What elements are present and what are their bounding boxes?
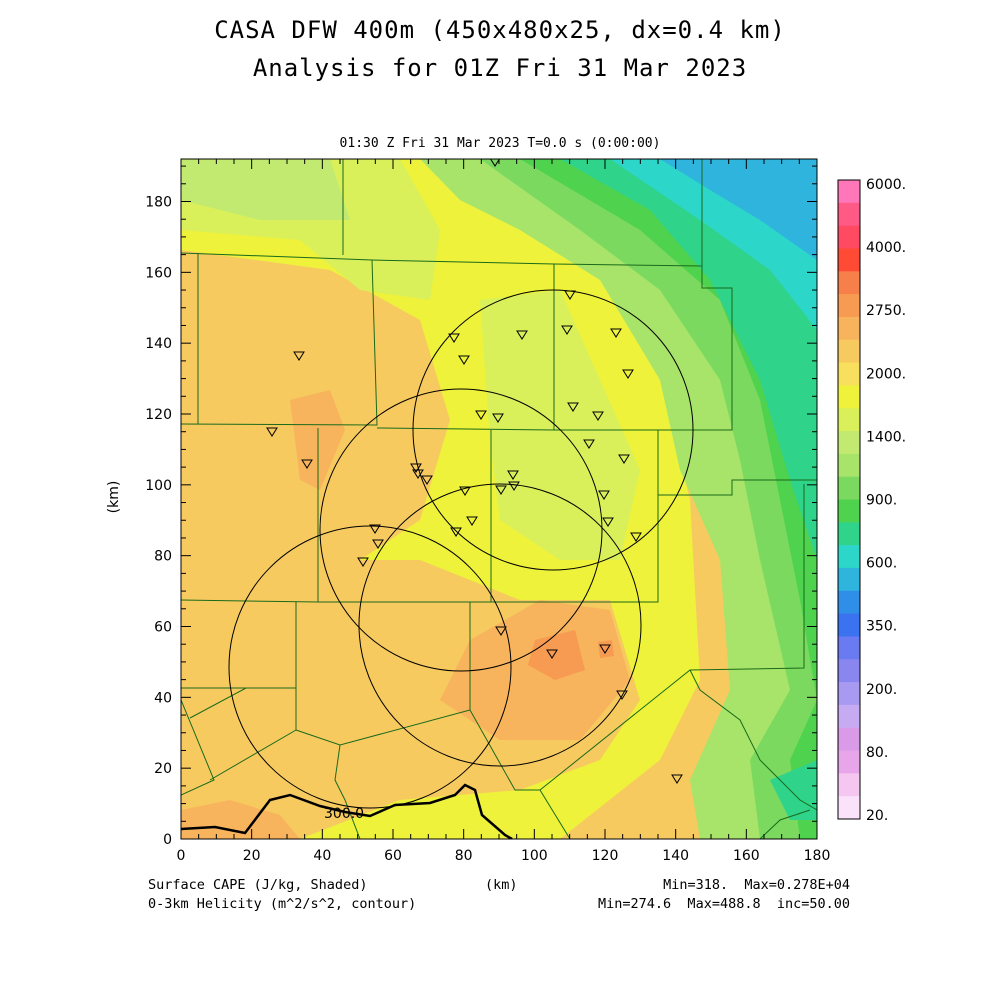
colorbar-swatch: [838, 180, 860, 204]
y-tick-label: 180: [145, 195, 172, 211]
colorbar-swatch: [838, 773, 860, 797]
colorbar-label: 4000.: [866, 240, 906, 256]
colorbar-swatch: [838, 727, 860, 752]
x-tick-label: 140: [662, 848, 689, 864]
colorbar-swatch: [838, 248, 860, 272]
y-tick-label: 0: [163, 832, 172, 848]
colorbar-swatch: [838, 431, 860, 455]
colorbar-swatch: [838, 750, 860, 774]
colorbar-swatch: [838, 613, 860, 637]
colorbar-swatch: [838, 476, 860, 500]
station-markers: [266, 159, 683, 784]
colorbar-swatch: [838, 796, 860, 820]
colorbar-swatch: [838, 453, 860, 478]
x-tick-label: 100: [521, 848, 548, 864]
x-tick-label: 80: [455, 848, 473, 864]
colorbar-label: 80.: [866, 745, 888, 761]
colorbar: [837, 179, 861, 820]
y-tick-label: 20: [154, 761, 172, 777]
colorbar-label: 1400.: [866, 429, 906, 445]
colorbar-swatch: [838, 408, 860, 432]
x-tick-label: 40: [313, 848, 331, 864]
y-tick-label: 100: [145, 478, 172, 494]
colorbar-frame: [837, 179, 861, 820]
colorbar-label: 900.: [866, 493, 897, 509]
map-title: CASA DFW 400m (450x480x25, dx=0.4 km): [214, 16, 786, 44]
x-tick-label: 60: [384, 848, 402, 864]
contour-label: 300.0: [324, 806, 364, 822]
colorbar-swatch: [838, 590, 860, 615]
colorbar-swatch: [838, 545, 860, 569]
y-tick-label: 140: [145, 336, 172, 352]
x-axis-label: (km): [485, 877, 518, 893]
colorbar-swatch: [838, 499, 860, 523]
colorbar-swatch: [838, 636, 860, 660]
colorbar-swatch: [838, 522, 860, 546]
footer-left-2: 0-3km Helicity (m^2/s^2, contour): [148, 896, 417, 912]
colorbar-swatch: [838, 362, 860, 386]
colorbar-label: 2750.: [866, 303, 906, 319]
x-tick-label: 20: [243, 848, 261, 864]
x-tick-label: 180: [804, 848, 831, 864]
footer-left-1: Surface CAPE (J/kg, Shaded): [148, 877, 368, 893]
x-tick-label: 160: [733, 848, 760, 864]
footer-right-2: Min=274.6 Max=488.8 inc=50.00: [598, 896, 850, 912]
colorbar-swatch: [838, 294, 860, 318]
colorbar-label: 350.: [866, 619, 897, 635]
y-tick-label: 120: [145, 407, 172, 423]
radar-rings: [228, 289, 694, 809]
colorbar-swatch: [838, 385, 860, 409]
colorbar-label: 20.: [866, 808, 888, 824]
y-tick-label: 160: [145, 265, 172, 281]
helicity-contour: [181, 783, 513, 839]
colorbar-swatch: [838, 659, 860, 683]
colorbar-label: 2000.: [866, 366, 906, 382]
colorbar-swatch: [838, 339, 860, 364]
colorbar-swatch: [838, 202, 860, 227]
footer-right-1: Min=318. Max=0.278E+04: [663, 877, 850, 893]
colorbar-labels: 6000. 4000. 2750. 2000. 1400. 900. 600. 350. 200…: [866, 177, 906, 824]
colorbar-label: 600.: [866, 556, 897, 572]
x-tick-label: 0: [177, 848, 186, 864]
colorbar-swatch: [838, 225, 860, 249]
axis-ticks: 0 20 40 60 80 100 120 140 160 180 0 20 40 60 80 100 120 1…: [145, 159, 830, 864]
valid-time-label: 01:30 Z Fri 31 Mar 2023 T=0.0 s (0:00:00…: [339, 136, 661, 151]
colorbar-swatch: [838, 316, 860, 341]
colorbar-swatch: [838, 271, 860, 295]
y-tick-label: 80: [154, 549, 172, 565]
cape-shading: 300.0: [181, 159, 817, 839]
y-tick-label: 60: [154, 620, 172, 636]
colorbar-swatch: [838, 567, 860, 592]
map-subtitle: Analysis for 01Z Fri 31 Mar 2023: [252, 54, 748, 82]
county-boundaries: [181, 159, 817, 839]
colorbar-swatch: [838, 682, 860, 706]
colorbar-label: 200.: [866, 682, 897, 698]
y-axis-label: (km): [106, 481, 122, 514]
x-tick-label: 120: [592, 848, 619, 864]
colorbar-label: 6000.: [866, 177, 906, 193]
y-tick-label: 40: [154, 690, 172, 706]
colorbar-swatch: [838, 704, 860, 729]
